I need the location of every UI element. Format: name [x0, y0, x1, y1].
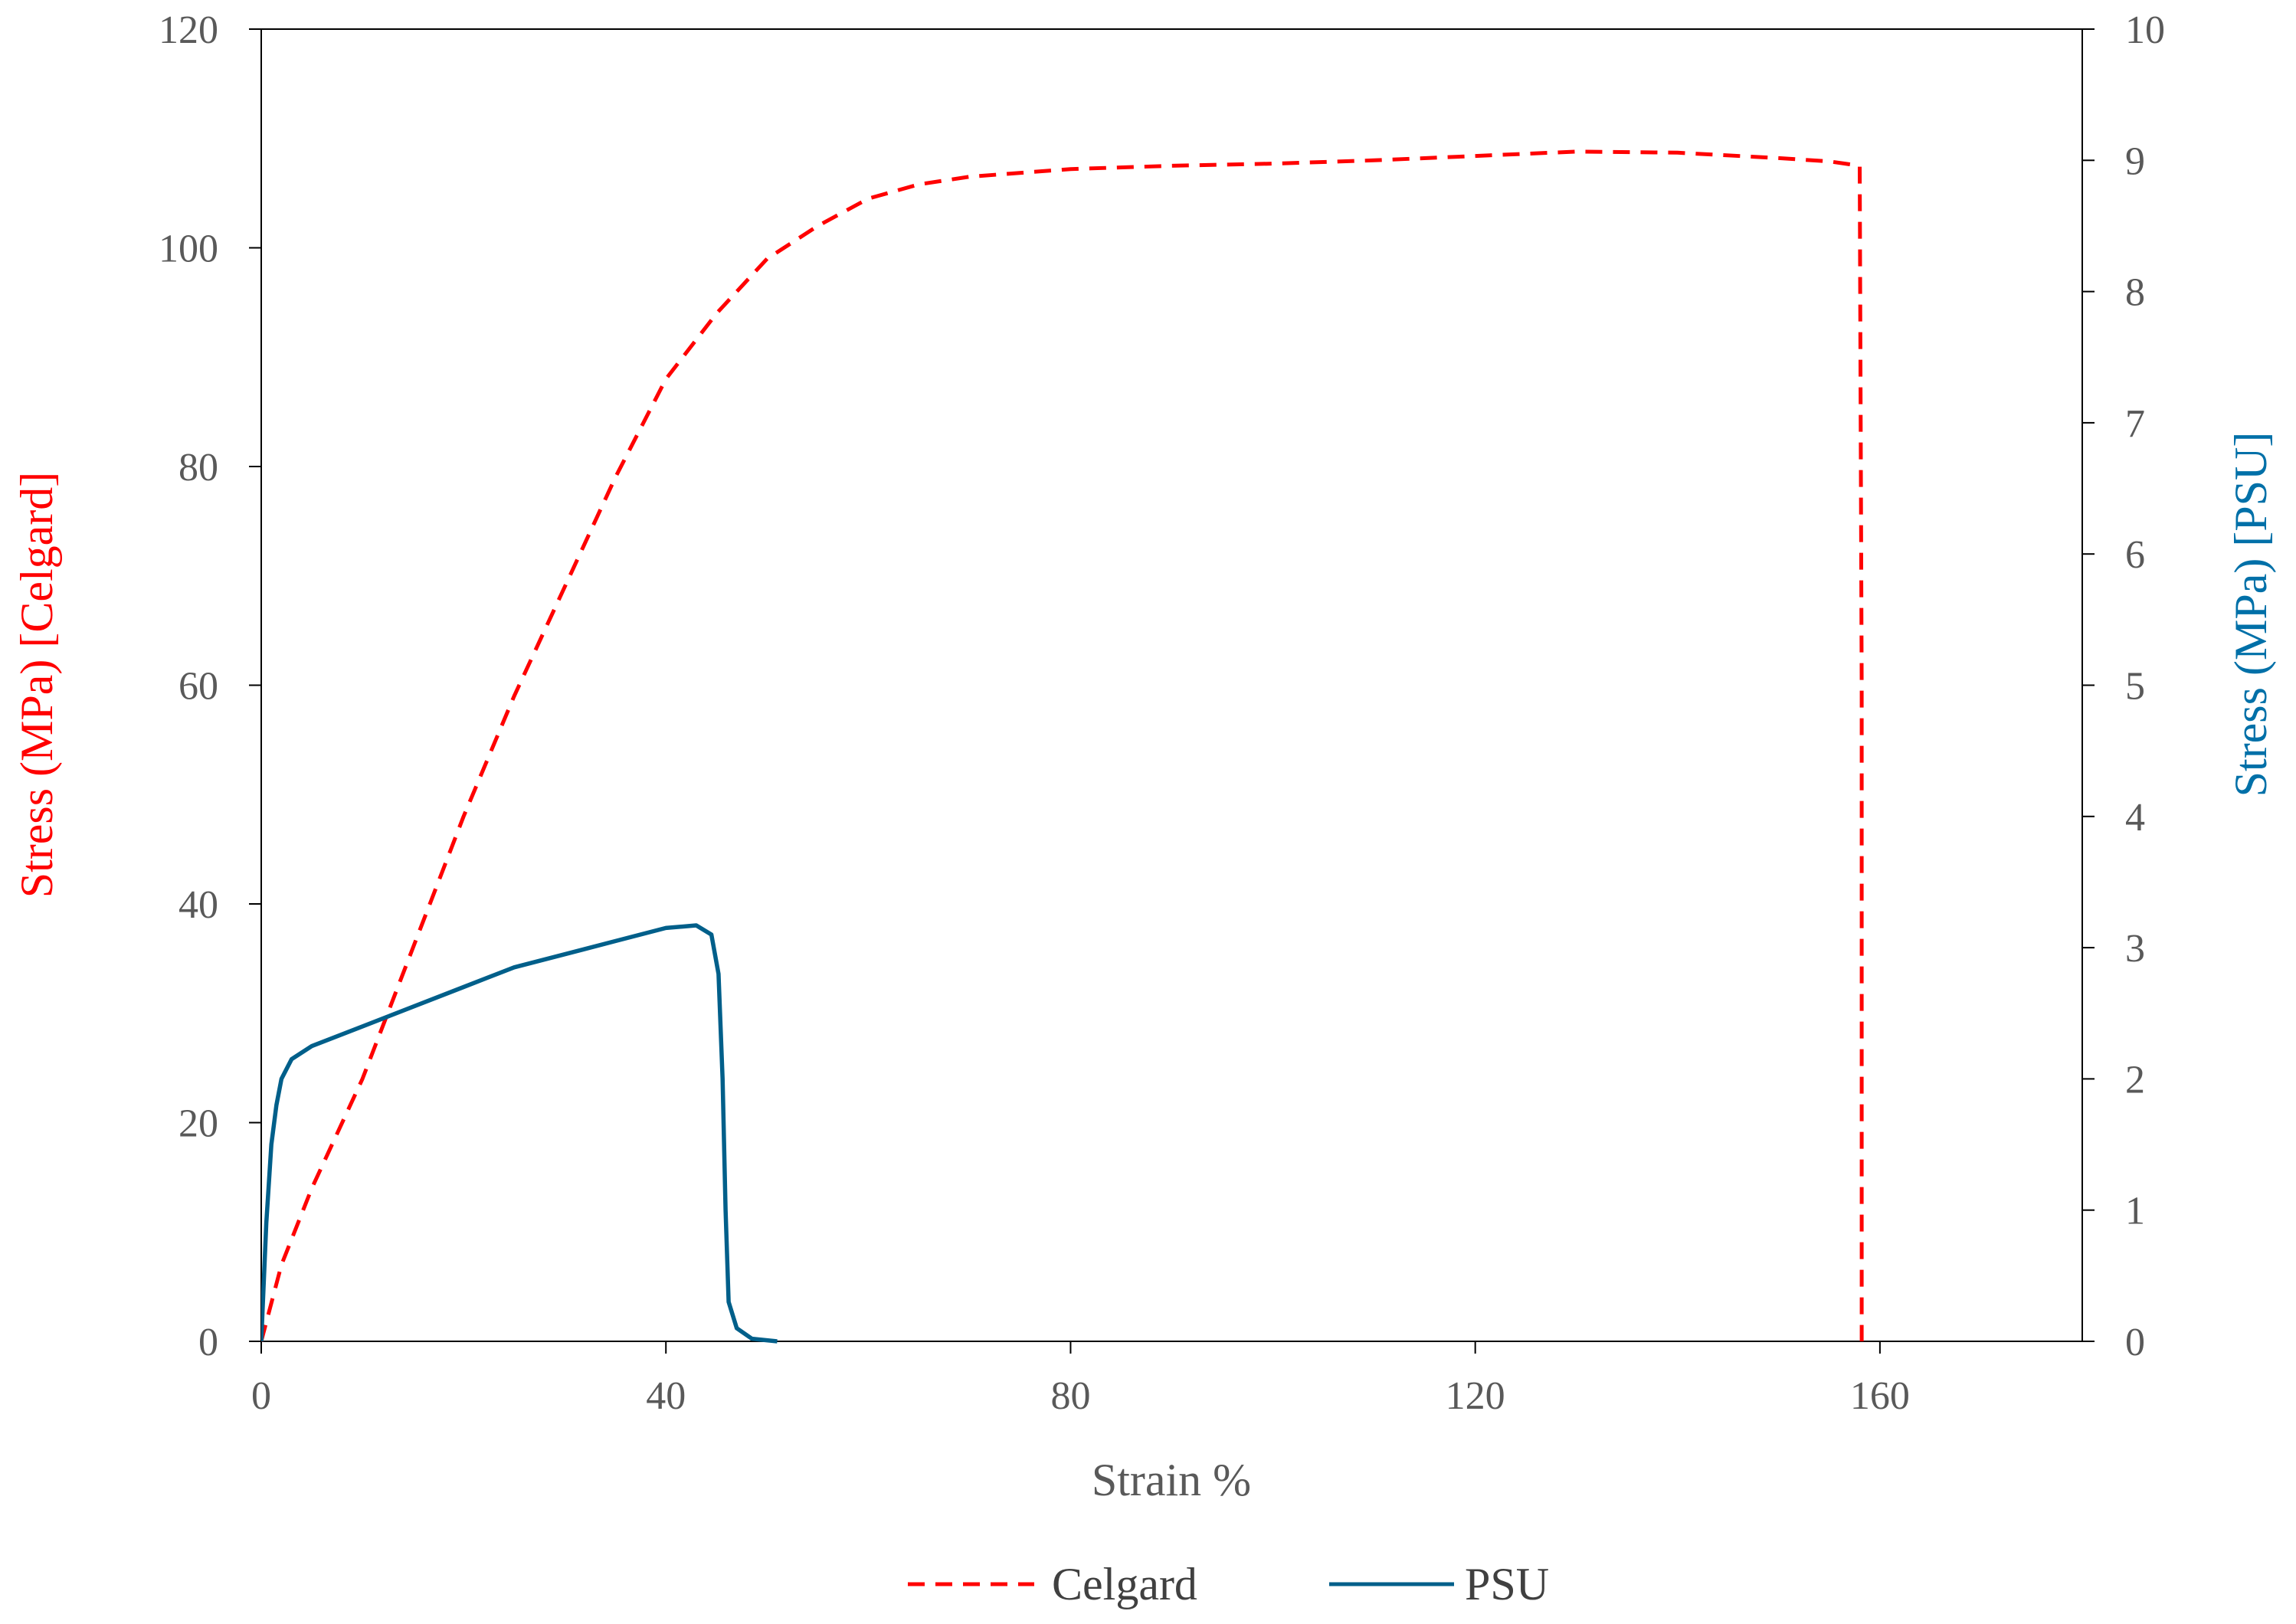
plot-area-frame — [260, 28, 2083, 1342]
x-tick-label: 0 — [251, 1374, 271, 1418]
x-tick-label: 80 — [1050, 1374, 1090, 1418]
left-y-tick-label: 0 — [198, 1321, 218, 1364]
right-y-tick-label: 9 — [2125, 139, 2145, 183]
series-celgard-line — [261, 149, 1864, 1342]
left-y-tick-label: 60 — [179, 665, 218, 709]
right-y-axis-title: Stress (MPa) [PSU] — [2226, 432, 2276, 797]
right-y-tick-label: 1 — [2125, 1190, 2145, 1233]
right-y-tick-label: 10 — [2125, 8, 2165, 52]
right-y-tick-label: 5 — [2125, 665, 2145, 709]
legend-label-psu: PSU — [1465, 1559, 1549, 1609]
x-axis-ticks: 0 40 80 120 160 — [251, 1341, 1910, 1418]
x-tick-label: 40 — [646, 1374, 686, 1418]
right-y-tick-label: 7 — [2125, 402, 2145, 446]
left-y-tick-label: 120 — [159, 8, 218, 52]
right-y-tick-label: 4 — [2125, 796, 2145, 840]
legend-label-celgard: Celgard — [1052, 1559, 1197, 1609]
series-psu-line — [261, 923, 778, 1344]
right-y-tick-label: 3 — [2125, 927, 2145, 971]
right-y-tick-label: 8 — [2125, 271, 2145, 315]
left-y-tick-label: 20 — [179, 1102, 218, 1146]
right-y-tick-label: 6 — [2125, 533, 2145, 577]
right-y-tick-label: 0 — [2125, 1321, 2145, 1364]
left-y-axis-title: Stress (MPa) [Celgard] — [11, 472, 62, 899]
left-y-tick-label: 80 — [179, 446, 218, 489]
right-y-tick-label: 2 — [2125, 1058, 2145, 1102]
x-tick-label: 160 — [1850, 1374, 1910, 1418]
left-y-axis-ticks: 0 20 40 60 80 100 120 — [159, 8, 261, 1364]
right-y-axis-ticks: 0 1 2 3 4 5 6 7 8 9 10 — [2082, 8, 2165, 1364]
left-y-tick-label: 40 — [179, 883, 218, 927]
x-axis-title: Strain % — [1092, 1455, 1251, 1505]
left-y-tick-label: 100 — [159, 228, 218, 271]
series-layer — [261, 149, 1864, 1344]
legend: Celgard PSU — [908, 1559, 1549, 1609]
x-tick-label: 120 — [1446, 1374, 1505, 1418]
